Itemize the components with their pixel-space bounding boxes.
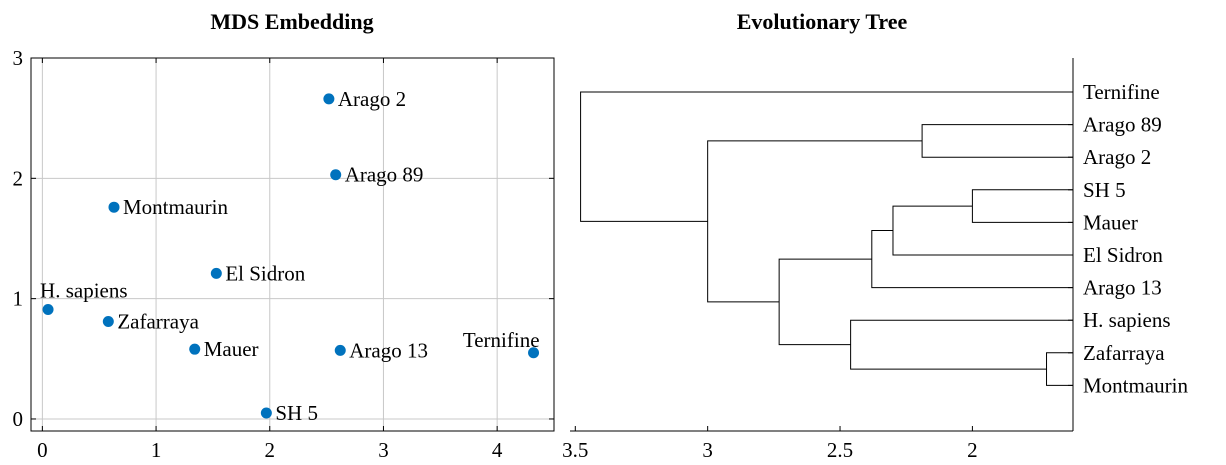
scatter-plot-frame: [30, 57, 555, 432]
scatter-point-arago-89: Arago 89: [330, 163, 423, 187]
scatter-point-label: H. sapiens: [40, 278, 128, 302]
scatter-marker: [260, 407, 272, 419]
scatter-ticks: 0 1 2 3 4 0 1 2 3: [13, 46, 554, 462]
tree-title: Evolutionary Tree: [737, 9, 908, 34]
mds-scatter-panel: MDS Embedding 0 1 2 3 4 0 1 2 3 Arago 2 Arago 89 M…: [13, 9, 555, 462]
tree-leaf-label-arago-89: Arago 89: [1083, 113, 1162, 137]
x-tick-label: 1: [151, 438, 162, 462]
tree-x-tick-label: 3: [702, 438, 713, 462]
tree-branch-n4: [892, 205, 1073, 256]
scatter-point-h-sapiens: H. sapiens: [40, 278, 128, 315]
x-tick-label: 4: [492, 438, 503, 462]
tree-leaves: Ternifine Arago 89 Arago 2 SH 5 Mauer El Sidr…: [1068, 80, 1188, 397]
tree-leaf-label-zafarraya: Zafarraya: [1083, 341, 1165, 365]
y-tick-label: 0: [13, 407, 24, 431]
scatter-point-arago-13: Arago 13: [334, 338, 428, 362]
scatter-point-label: Arago 89: [345, 163, 424, 187]
tree-branch-n2: [971, 189, 1073, 223]
tree-leaf-label-sh-5: SH 5: [1083, 178, 1126, 202]
scatter-point-ternifine: Ternifine: [463, 328, 540, 359]
tree-branch-n5: [871, 230, 1073, 289]
scatter-point-zafarraya: Zafarraya: [102, 310, 200, 334]
scatter-marker: [334, 344, 346, 356]
scatter-point-label: Mauer: [204, 337, 259, 361]
scatter-point-label: El Sidron: [225, 261, 305, 285]
tree-leaf-label-mauer: Mauer: [1083, 210, 1138, 234]
tree-branches: [580, 91, 1073, 386]
scatter-point-label: Arago 2: [338, 87, 406, 111]
scatter-marker: [102, 316, 114, 328]
tree-leaf-label-arago-2: Arago 2: [1083, 145, 1151, 169]
y-tick-label: 1: [13, 287, 24, 311]
evolutionary-tree-panel: Evolutionary Tree 3.5 3 2.5 2 Ternifine Arag…: [562, 9, 1188, 462]
y-tick-label: 2: [13, 166, 24, 190]
tree-x-tick-label: 3.5: [562, 438, 588, 462]
tree-leaf-label-arago-13: Arago 13: [1083, 276, 1162, 300]
tree-branch-n6: [850, 319, 1073, 370]
scatter-grid: [31, 57, 554, 431]
tree-branch-n9: [580, 91, 1073, 222]
scatter-title: MDS Embedding: [210, 9, 373, 34]
scatter-point-arago-2: Arago 2: [323, 87, 406, 111]
y-tick-label: 3: [13, 46, 24, 70]
tree-branch-n7: [778, 258, 872, 346]
scatter-point-mauer: Mauer: [189, 337, 259, 361]
tree-ticks: 3.5 3 2.5 2: [562, 426, 978, 462]
scatter-marker: [210, 267, 222, 279]
tree-leaf-label-el-sidron: El Sidron: [1083, 243, 1163, 267]
x-tick-label: 3: [378, 438, 389, 462]
scatter-marker: [108, 201, 120, 213]
x-tick-label: 0: [37, 438, 48, 462]
tree-x-tick-label: 2.5: [827, 438, 853, 462]
scatter-marker: [189, 343, 201, 355]
scatter-point-el-sidron: El Sidron: [210, 261, 306, 285]
scatter-marker: [528, 347, 540, 359]
scatter-point-sh-5: SH 5: [260, 401, 318, 425]
x-tick-label: 2: [265, 438, 276, 462]
tree-branch-n1: [1046, 352, 1073, 386]
scatter-point-label: Ternifine: [463, 328, 540, 352]
scatter-marker: [323, 93, 335, 105]
scatter-points: Arago 2 Arago 89 Montmaurin El Sidron H. sap…: [40, 87, 539, 425]
tree-branch-n8: [707, 140, 923, 303]
tree-x-tick-label: 2: [967, 438, 978, 462]
tree-leaf-label-ternifine: Ternifine: [1083, 80, 1160, 104]
scatter-point-label: SH 5: [275, 401, 318, 425]
scatter-point-label: Zafarraya: [117, 310, 199, 334]
scatter-marker: [330, 169, 342, 181]
tree-leaf-label-montmaurin: Montmaurin: [1083, 373, 1188, 397]
scatter-point-label: Montmaurin: [123, 195, 228, 219]
tree-branch-n3: [921, 124, 1073, 158]
scatter-point-montmaurin: Montmaurin: [108, 195, 228, 219]
scatter-point-label: Arago 13: [349, 338, 428, 362]
tree-leaf-label-h-sapiens: H. sapiens: [1083, 308, 1171, 332]
scatter-marker: [42, 303, 54, 315]
